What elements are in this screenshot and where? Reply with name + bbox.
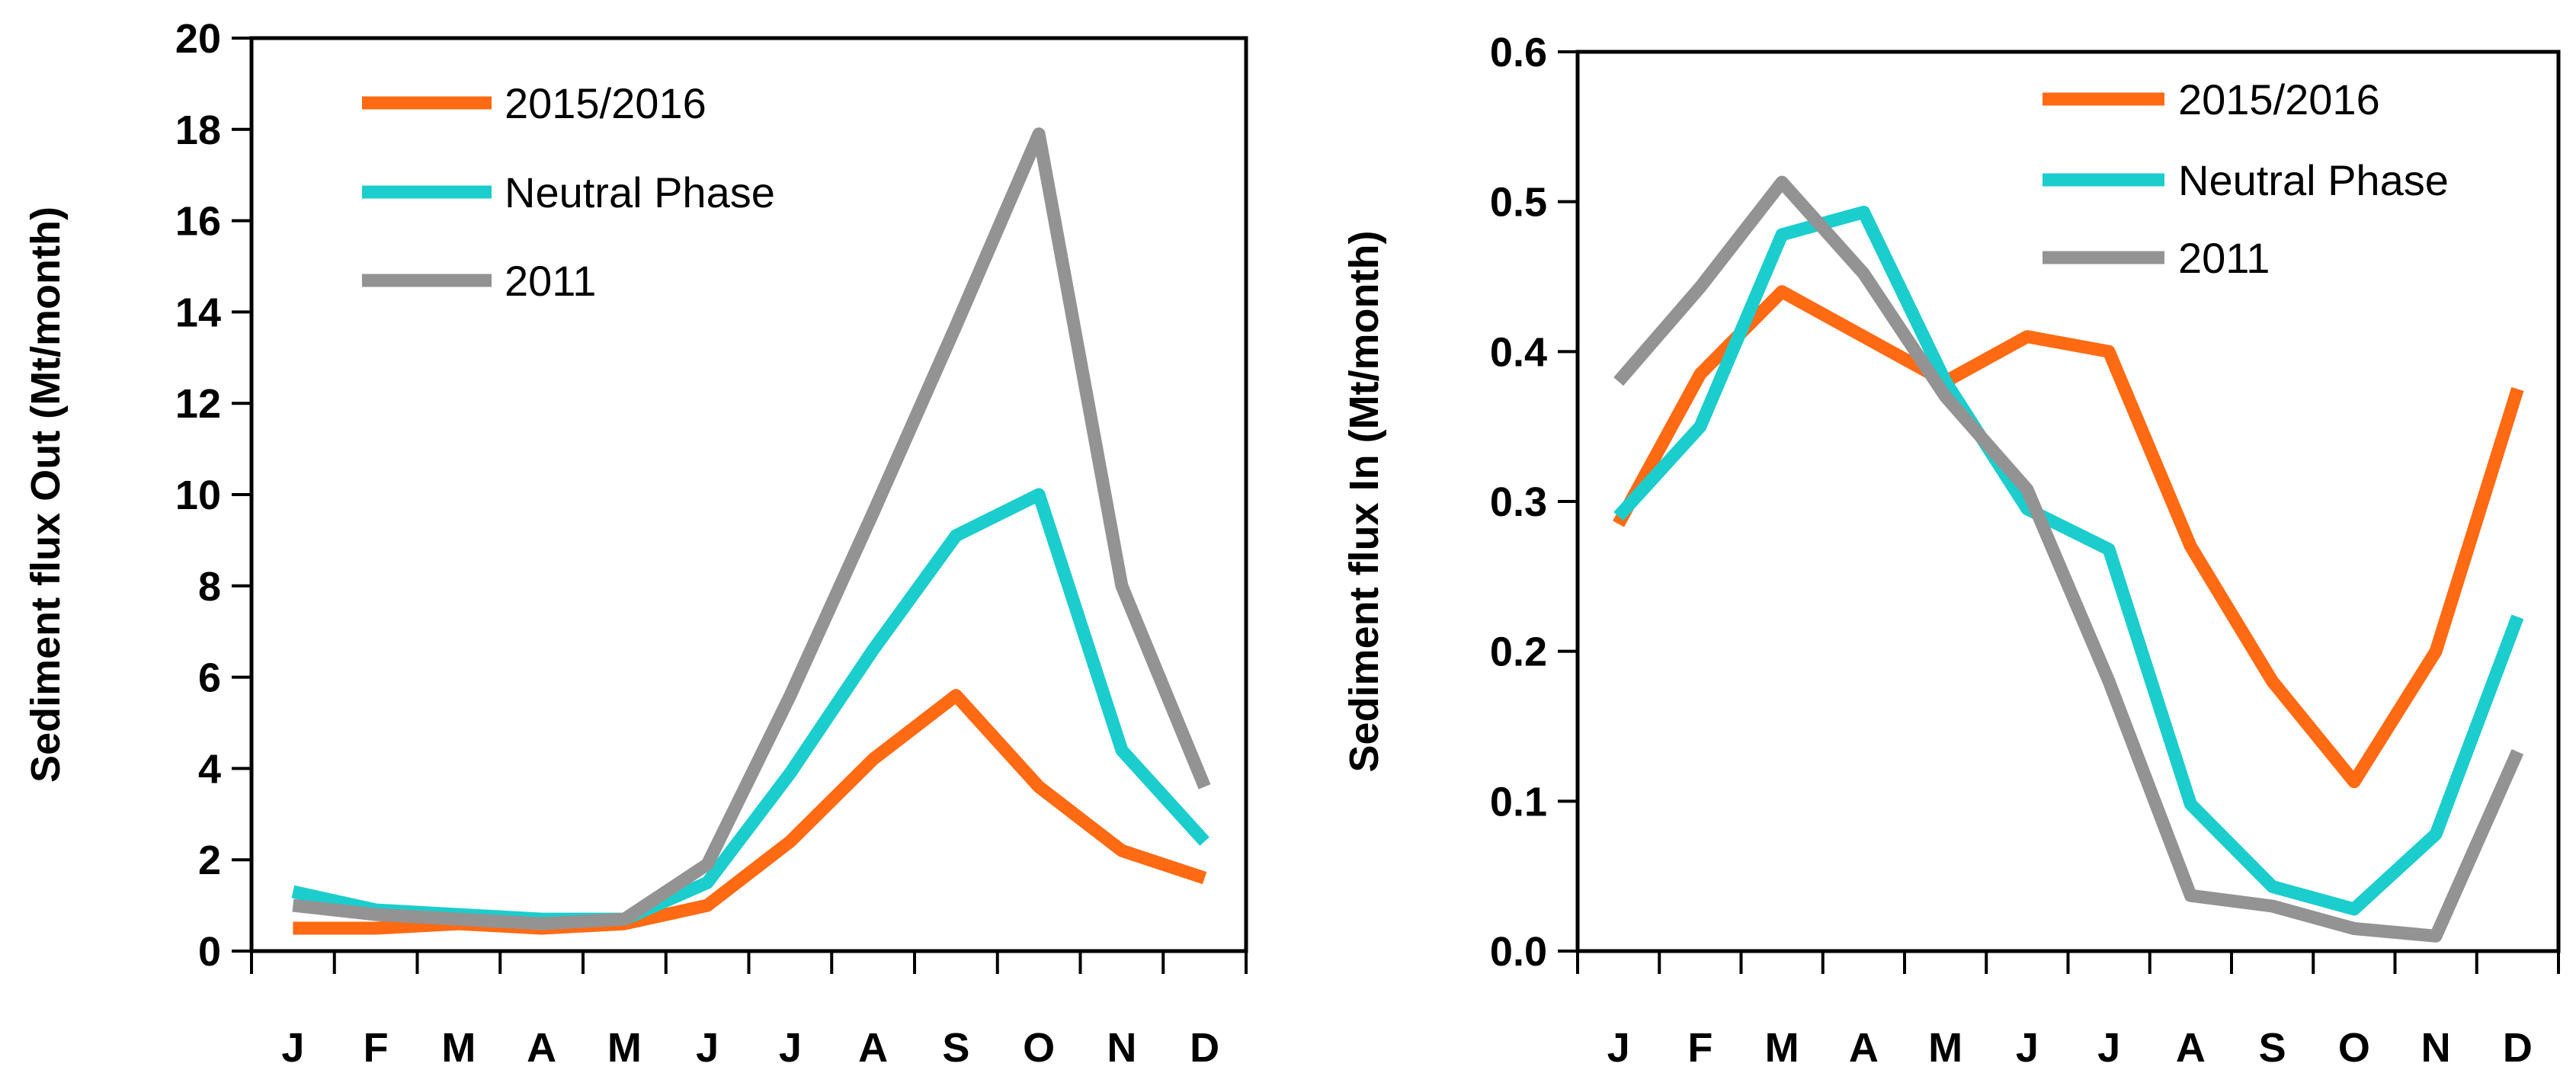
y-tick-label: 10 (175, 472, 221, 518)
x-tick-label: M (607, 1025, 642, 1071)
x-tick-label: J (779, 1025, 802, 1071)
legend-label-neutral-phase: Neutral Phase (505, 168, 775, 216)
y-tick-label: 0.4 (1490, 329, 1547, 375)
x-tick-label: J (2016, 1025, 2039, 1071)
y-tick-label: 14 (175, 290, 221, 335)
x-tick-label: O (1023, 1025, 1055, 1071)
series-line-2015-2016 (1613, 285, 2524, 789)
x-tick-label: J (696, 1025, 719, 1071)
y-tick-label: 8 (198, 564, 221, 610)
x-tick-label: A (2176, 1025, 2206, 1071)
x-tick-label: N (2421, 1025, 2451, 1071)
x-tick-label: F (1687, 1025, 1713, 1071)
x-tick-label: A (1849, 1025, 1879, 1071)
x-tick-label: D (2503, 1025, 2533, 1071)
x-tick-label: J (2097, 1025, 2120, 1071)
series-line-2011 (1613, 175, 2524, 943)
legend-label-2011: 2011 (505, 257, 596, 305)
y-axis-title: Sediment flux Out (Mt/month) (23, 207, 69, 783)
x-tick-label: J (281, 1025, 304, 1071)
y-tick-label: 0.0 (1490, 929, 1547, 975)
y-tick-label: 6 (198, 655, 221, 701)
y-tick-label: 0.5 (1490, 180, 1547, 226)
y-tick-label: 0.1 (1490, 779, 1547, 825)
x-tick-label: F (364, 1025, 389, 1071)
y-axis-title: Sediment flux In (Mt/month) (1341, 231, 1387, 773)
y-tick-label: 0 (198, 929, 221, 975)
y-tick-label: 0.6 (1490, 30, 1547, 75)
legend-label-2015-2016: 2015/2016 (505, 79, 706, 127)
series-line-neutral-phase (291, 488, 1210, 926)
chart-sediment-flux-in: 0.0 0.1 0.2 0.3 0.4 0.5 0.6 J F M A M J J A S O N D Sedimen… (1341, 30, 2561, 1071)
x-tick-label: O (2338, 1025, 2370, 1071)
series-line-2011 (292, 127, 1211, 930)
y-tick-label: 2 (198, 838, 221, 883)
legend-label-2011: 2011 (2178, 234, 2270, 282)
y-tick-label: 20 (175, 16, 221, 62)
x-tick-label: N (1107, 1025, 1136, 1071)
x-tick-label: D (1190, 1025, 1219, 1071)
x-tick-label: S (2259, 1025, 2286, 1071)
y-tick-label: 12 (175, 381, 221, 427)
legend-label-2015-2016: 2015/2016 (2178, 75, 2380, 123)
x-tick-label: J (1607, 1025, 1630, 1071)
x-tick-label: M (1928, 1025, 1962, 1071)
y-tick-label: 18 (175, 107, 221, 153)
x-tick-label: A (527, 1025, 556, 1071)
y-tick-label: 16 (175, 199, 221, 245)
legend-label-neutral-phase: Neutral Phase (2178, 156, 2449, 204)
series-line-neutral-phase (1613, 205, 2524, 916)
x-tick-label: A (858, 1025, 888, 1071)
y-tick-label: 0.2 (1490, 629, 1547, 675)
x-tick-label: M (441, 1025, 476, 1071)
series-line-2015-2016 (293, 689, 1207, 935)
x-tick-label: S (942, 1025, 969, 1071)
y-tick-label: 4 (198, 746, 221, 792)
x-tick-label: M (1765, 1025, 1799, 1071)
chart-sediment-flux-out: 0 2 4 6 8 10 12 14 16 18 20 J F M A M J J A S O N D Sediment fl… (23, 16, 1248, 1071)
y-tick-label: 0.3 (1490, 479, 1547, 525)
